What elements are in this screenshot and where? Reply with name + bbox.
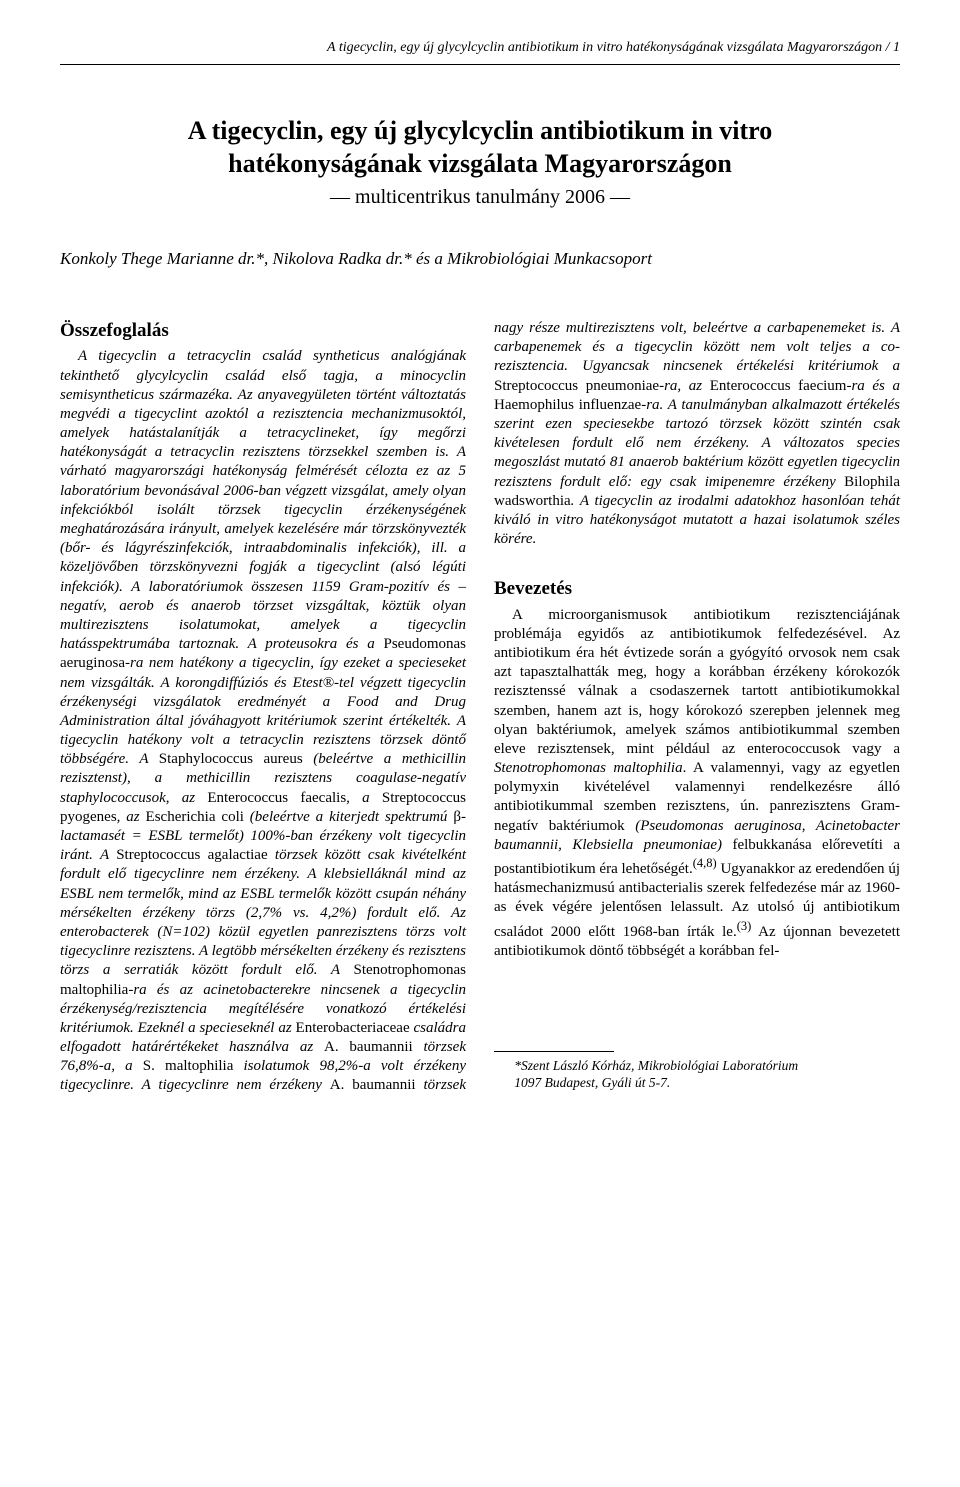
body-columns: Összefoglalás A tigecyclin a tetracyclin…	[60, 319, 900, 1096]
abstract-heading: Összefoglalás	[60, 319, 466, 343]
bevezetes-heading: Bevezetés	[494, 577, 900, 601]
article-authors: Konkoly Thege Marianne dr.*, Nikolova Ra…	[60, 249, 900, 269]
bevezetes-body: A microorganismusok antibiotikum reziszt…	[494, 606, 900, 961]
article-subtitle: — multicentrikus tanulmány 2006 —	[60, 186, 900, 209]
article-title: A tigecyclin, egy új glycylcyclin antibi…	[100, 115, 860, 180]
footnote-block: *Szent László Kórház, Mikrobiológiai Lab…	[494, 1051, 900, 1092]
head-rule	[60, 64, 900, 65]
footnote-line-2: 1097 Budapest, Gyáli út 5-7.	[494, 1075, 900, 1092]
footnote-line-1: *Szent László Kórház, Mikrobiológiai Lab…	[494, 1058, 900, 1075]
footnote-rule	[494, 1051, 614, 1052]
running-head: A tigecyclin, egy új glycylcyclin antibi…	[60, 40, 900, 56]
